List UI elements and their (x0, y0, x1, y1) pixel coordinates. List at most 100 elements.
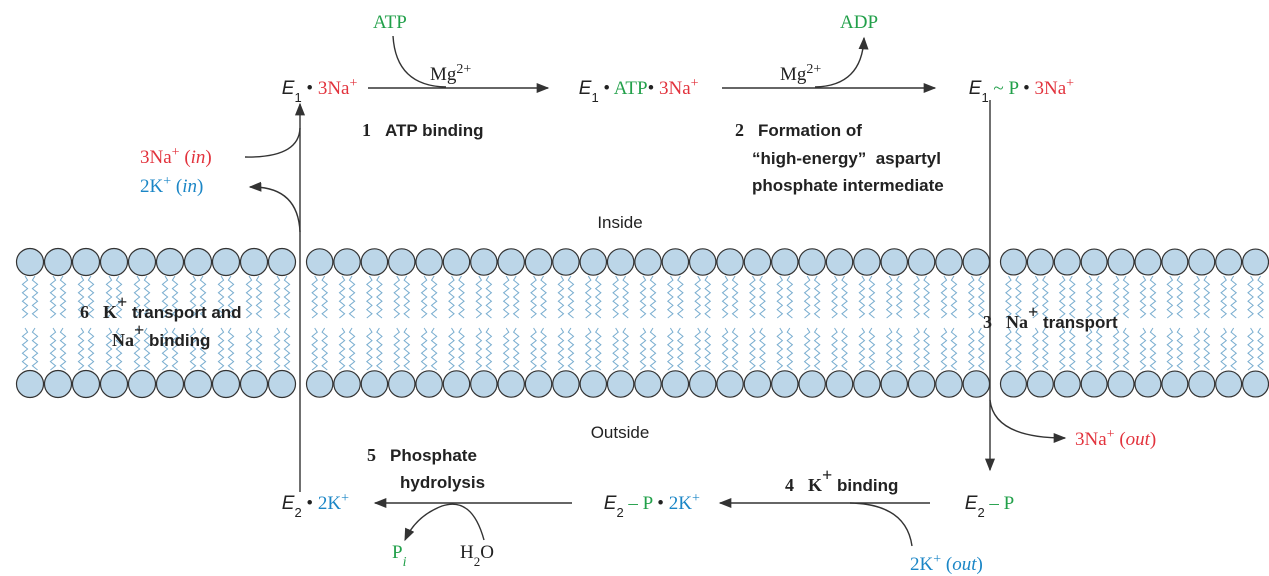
lipid-head (387, 248, 416, 276)
enzyme: E (969, 78, 982, 99)
lipid-tail (666, 327, 674, 371)
lipid-tail (338, 327, 346, 371)
lipid-tail (502, 275, 510, 319)
lipid-tail (348, 275, 356, 319)
charge: + (163, 174, 171, 189)
lipid-tail (841, 327, 848, 371)
lipid-head (853, 370, 881, 398)
lipid-tail (612, 275, 620, 319)
lipid-tail (227, 327, 235, 371)
state: E1 • ATP• 3Na+ (555, 76, 713, 105)
lipid-tail (704, 327, 712, 371)
lipid-tail (940, 275, 948, 319)
charge: + (1066, 76, 1074, 91)
reagent: 2K+ (in) (140, 174, 203, 198)
lipid-tail (21, 327, 29, 371)
lipid-head (853, 248, 881, 276)
lipid-tail (540, 275, 547, 319)
lipid-tail (594, 327, 602, 371)
lipid-tail (786, 327, 794, 371)
lipid-head (183, 247, 213, 277)
step-text: Phosphate (390, 446, 477, 465)
lipid-tail (967, 275, 975, 319)
lipid-tail (1193, 275, 1201, 319)
lipid-tail (348, 327, 356, 371)
lipid-tail (171, 327, 179, 371)
phosphate: P (1004, 493, 1014, 514)
lipid-tail (273, 275, 281, 319)
mg: Mg (780, 64, 807, 85)
lipid-tail (1068, 275, 1076, 319)
reagent: 3Na+ (in) (140, 145, 212, 169)
lipid-tail (858, 327, 866, 371)
lipid-head (771, 370, 799, 398)
paren: ( (171, 176, 182, 197)
atp: ATP (373, 12, 407, 33)
lipid-tail (1058, 327, 1066, 371)
lipid-tail (393, 327, 401, 371)
charge: + (691, 76, 699, 91)
lipid-head (771, 248, 799, 276)
lipid-head (305, 248, 334, 276)
lipid-head (333, 248, 361, 276)
lipid-head (497, 248, 525, 276)
lipid-head (1215, 248, 1243, 276)
paren: ( (1115, 429, 1126, 450)
lipid-tail (868, 327, 876, 371)
dot: • (648, 78, 659, 99)
lipid-head (497, 370, 525, 398)
arrow (392, 35, 447, 88)
charge: + (692, 491, 700, 506)
side: out (1126, 429, 1151, 450)
dot: • (653, 493, 669, 514)
ion: Na (1006, 312, 1028, 332)
lipid-head (935, 248, 963, 276)
paren: ( (180, 147, 191, 168)
lipid-head (470, 370, 498, 398)
lipid-head (999, 248, 1027, 276)
lipid-tail (133, 275, 141, 319)
charge: + (1107, 427, 1115, 442)
step: 4 K+ binding (785, 465, 898, 495)
lipid-head (552, 248, 580, 276)
outside-label: Outside (591, 423, 650, 442)
lipid-tail (255, 275, 263, 319)
lipid-tail (31, 327, 39, 371)
lipid-tail (512, 327, 520, 371)
lipid-tail (1176, 327, 1184, 371)
state: E1 ~ P • 3Na+ (945, 76, 1088, 105)
lipid-tail (31, 275, 39, 319)
lipid-tail (59, 275, 67, 319)
lipid-tail (420, 327, 428, 371)
lipid-head (1188, 370, 1216, 398)
step-text: phosphate intermediate (752, 176, 944, 195)
lipid-tail (639, 275, 647, 319)
lipid-head (743, 248, 772, 276)
atp: ATP (614, 78, 648, 99)
step-text: binding (832, 476, 898, 495)
step-text: ATP binding (385, 121, 484, 140)
lipid-tail (540, 327, 547, 371)
lipid-tail (868, 275, 876, 319)
lipid-tail (105, 275, 113, 319)
lipid-tail (1176, 275, 1184, 319)
ion: 3Na (1075, 429, 1107, 450)
lipid-tail (1203, 275, 1211, 319)
lipid-tail (143, 275, 151, 319)
lipid-tail (530, 275, 537, 319)
lipid-tail (1220, 275, 1228, 319)
lipid-head (1053, 370, 1081, 398)
lipid-tail (913, 275, 920, 319)
lipid-tail (430, 327, 438, 371)
lipid-tail (1257, 275, 1264, 319)
charge: + (117, 292, 127, 312)
lipid-head (579, 248, 608, 276)
lipid-tail (458, 275, 465, 319)
lipid-tail (338, 275, 346, 319)
enzyme: E (282, 493, 295, 514)
lipid-tail (1149, 275, 1157, 319)
lipid-tail (161, 275, 169, 319)
arrow (989, 399, 1067, 444)
lipid-tail (1085, 327, 1093, 371)
